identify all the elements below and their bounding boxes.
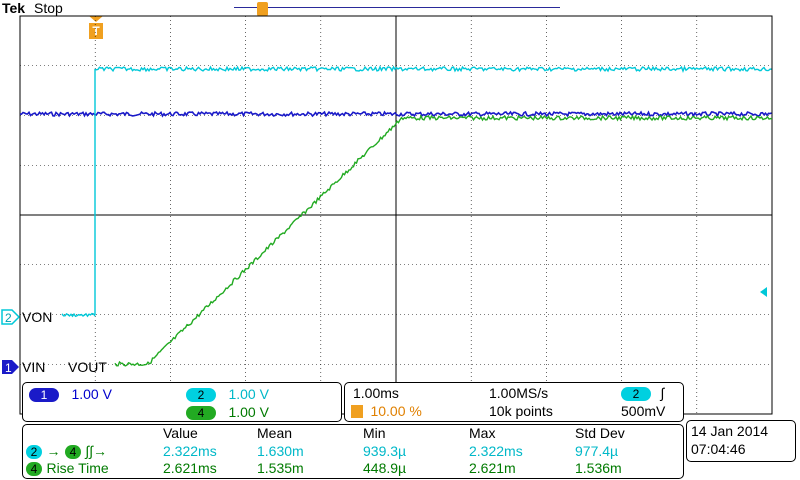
horizontal-trigger-panel: 1.00ms 1.00MS/s 10.00 % 10k points 2 ∫ 5… [344,382,684,422]
ch2-trace-low [61,312,96,318]
trigger-icon [351,405,363,419]
record-length: 10k points [489,403,553,419]
ch2-label: VON [22,309,53,325]
traces [19,65,773,367]
delay-src-a-badge: 2 [26,445,42,459]
ch2-ground-marker[interactable]: 2 [1,309,21,330]
ch1-badge: 1 [29,388,59,402]
ch4-badge: 4 [186,406,216,420]
delay-src-b-badge: 4 [64,445,81,459]
delay-min: 939.3µ [363,443,407,459]
datetime-panel: 14 Jan 2014 07:04:46 [686,420,796,462]
vertical-settings-panel: 1 1.00 V 2 1.00 V 4 1.00 V [22,382,342,422]
delay-edges: ∫∫→ [85,443,108,459]
trigger-source-row[interactable]: 2 ∫ [621,385,664,403]
ch2-trace-high [94,65,772,73]
ch1-scale-row[interactable]: 1 1.00 V [29,386,112,404]
ch2-badge: 2 [186,388,216,402]
trigger-position-row[interactable]: 10.00 % [351,403,422,421]
graticule [19,15,773,415]
meas-row-delay[interactable]: 2 → 4 ∫∫→ [26,443,107,461]
ch4-trace [114,114,773,367]
trigger-source-badge: 2 [621,387,651,401]
rise-src-badge: 4 [26,462,42,476]
rise-max: 2.621m [469,460,516,476]
ch2-scale-row[interactable]: 2 1.00 V [186,386,269,404]
measurements-panel: Value Mean Min Max Std Dev 2 → 4 ∫∫→ 2.3… [22,424,684,479]
ch4-scale: 1.00 V [228,404,269,420]
ch1-ground-marker[interactable]: 1 [1,359,21,380]
brand-logo: Tek [2,0,26,16]
meas-header-min: Min [363,425,386,441]
date: 14 Jan 2014 [691,423,769,439]
ch2-scale: 1.00 V [228,386,269,402]
rise-label: Rise Time [46,460,109,476]
offscreen-arrow-icon [760,287,767,297]
ch4-label: VOUT [68,359,107,375]
trigger-marker-label: T [89,23,103,39]
delay-max: 2.322ms [469,443,523,459]
meas-header-max: Max [469,425,496,441]
meas-header-mean: Mean [257,425,293,441]
acquisition-state: Stop [34,0,63,16]
meas-row-rise[interactable]: 4 Rise Time [26,460,109,478]
trigger-level: 500mV [621,403,666,419]
ch2-marker-number: 2 [5,311,12,325]
meas-header-value: Value [163,425,198,441]
trigger-slope: ∫ [660,385,665,401]
rise-mean: 1.535m [257,460,304,476]
record-view-bar [234,7,560,8]
sample-rate: 1.00MS/s [489,385,549,401]
delay-mean: 1.630m [257,443,304,459]
ch1-label: VIN [22,359,46,375]
ch4-scale-row[interactable]: 4 1.00 V [186,404,269,422]
ch1-marker-number: 1 [5,361,12,375]
ch1-trace [19,110,772,118]
meas-header-std: Std Dev [575,425,625,441]
timebase[interactable]: 1.00ms [353,385,399,401]
rise-std: 1.536m [575,460,622,476]
trigger-position: 10.00 % [370,403,422,419]
trigger-position-icon[interactable]: T [89,16,103,40]
rise-value: 2.621ms [163,460,217,476]
time: 07:04:46 [691,441,746,457]
rise-min: 448.9µ [363,460,407,476]
record-trigger-icon [257,2,268,16]
ch1-scale: 1.00 V [71,386,112,402]
delay-std: 977.4µ [575,443,619,459]
delay-value: 2.322ms [163,443,217,459]
delay-arrow: → [46,443,61,459]
